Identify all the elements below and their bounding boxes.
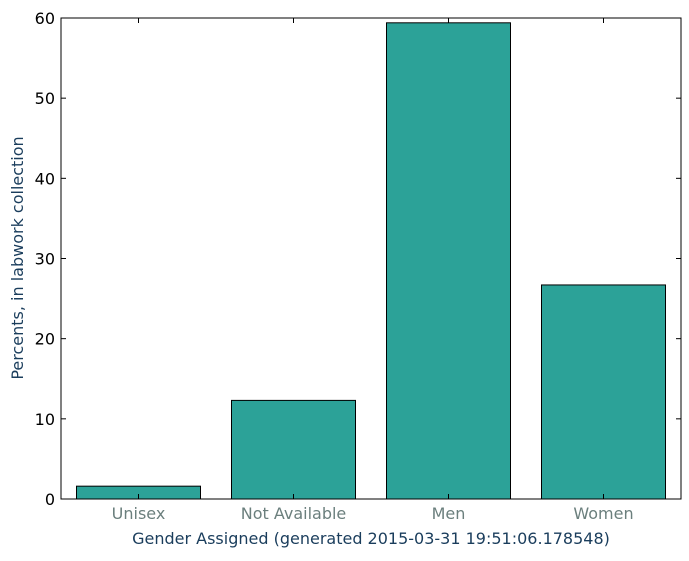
y-axis-label: Percents, in labwork collection xyxy=(8,136,27,379)
y-tick-label: 0 xyxy=(45,490,55,509)
x-tick-label: Not Available xyxy=(241,504,347,523)
bars-layer xyxy=(76,22,666,500)
y-tick-label: 40 xyxy=(35,169,55,188)
y-tick-label: 50 xyxy=(35,89,55,108)
y-tick-label: 30 xyxy=(35,250,55,269)
bar-women xyxy=(541,284,666,500)
ticks-layer: Unisex Not Available Men Women 0 10 20 30 40 50 60 xyxy=(35,9,681,523)
x-tick-label: Men xyxy=(432,504,466,523)
bar-not-available xyxy=(231,399,356,500)
x-axis-label: Gender Assigned (generated 2015-03-31 19… xyxy=(132,529,610,548)
x-tick-label: Unisex xyxy=(112,504,166,523)
y-tick-label: 60 xyxy=(35,9,55,28)
y-tick-label: 10 xyxy=(35,410,55,429)
y-tick-label: 20 xyxy=(35,330,55,349)
bar-men xyxy=(386,22,511,500)
x-tick-label: Women xyxy=(573,504,633,523)
